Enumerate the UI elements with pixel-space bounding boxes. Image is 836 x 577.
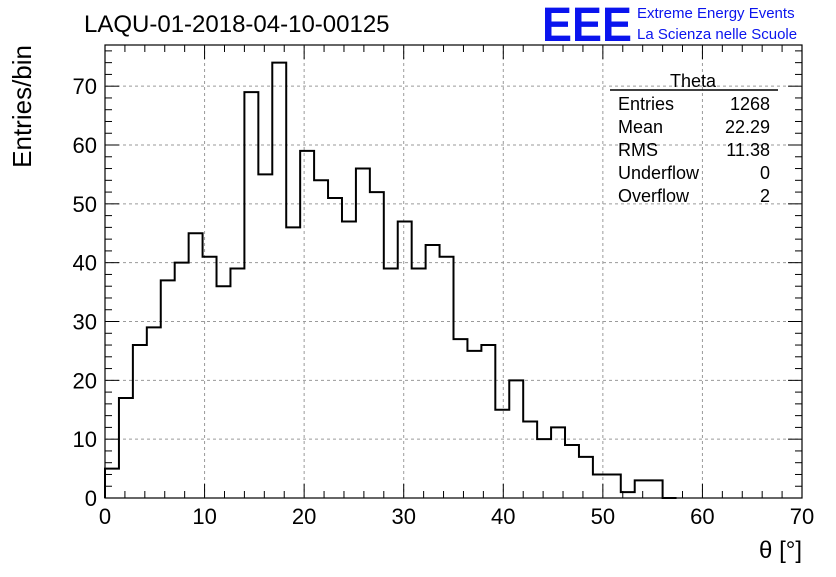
stats-value: 11.38: [726, 140, 770, 160]
y-tick-label: 50: [73, 192, 97, 217]
histogram-bin: [635, 480, 649, 498]
x-axis-label: θ [°]: [759, 537, 802, 564]
histogram-bin: [147, 327, 161, 498]
histogram-bin: [370, 192, 384, 498]
histogram-bin: [314, 180, 328, 498]
histogram-bin: [649, 480, 663, 498]
plot-frame: [104, 44, 803, 499]
histogram-bin: [105, 469, 119, 498]
stats-label: Entries: [618, 94, 674, 114]
y-tick-label: 70: [73, 74, 97, 99]
x-tick-label: 40: [491, 504, 515, 529]
stats-label: RMS: [618, 140, 658, 160]
histogram-bin: [593, 474, 607, 498]
histogram-bin: [286, 227, 300, 498]
histogram-bin: [230, 269, 244, 498]
x-tick-label: 30: [391, 504, 415, 529]
x-tick-labels: 0 10 20 30 40 50 60 70: [99, 504, 814, 529]
axis-ticks: [104, 45, 803, 499]
histogram-bin: [356, 169, 370, 498]
stats-label: Overflow: [618, 186, 690, 206]
histogram-outline: [104, 61, 677, 499]
y-tick-label: 60: [73, 133, 97, 158]
y-tick-label: 20: [73, 368, 97, 393]
histogram-bin: [467, 351, 481, 498]
eee-logo: EEE: [542, 0, 632, 52]
stats-value: 2: [760, 186, 770, 206]
stats-title: Theta: [670, 71, 717, 91]
x-tick-label: 10: [192, 504, 216, 529]
histogram-bin: [481, 345, 495, 498]
histogram-bin: [244, 92, 258, 498]
histogram-bin: [523, 422, 537, 498]
histogram-bins: [105, 63, 663, 498]
stats-box: Theta Entries 1268 Mean 22.29 RMS 11.38 Underf…: [610, 71, 778, 206]
stats-label: Mean: [618, 117, 663, 137]
histogram-bin: [426, 245, 440, 498]
histogram-bin: [175, 263, 189, 498]
stats-value: 1268: [730, 94, 770, 114]
histogram-bin: [161, 280, 175, 498]
histogram-bin: [300, 151, 314, 498]
histogram-bin: [551, 427, 565, 498]
histogram-bin: [412, 269, 426, 498]
x-tick-label: 20: [292, 504, 316, 529]
stats-value: 0: [760, 163, 770, 183]
histogram-bin: [258, 174, 272, 498]
histogram-bin: [189, 233, 203, 498]
y-axis-label: Entries/bin: [7, 45, 37, 168]
stats-value: 22.29: [725, 117, 770, 137]
histogram-bin: [537, 439, 551, 498]
histogram-bin: [440, 257, 454, 498]
histogram-bin: [579, 457, 593, 498]
histogram-bin: [454, 339, 468, 498]
histogram-bin: [272, 63, 286, 498]
x-tick-label: 50: [591, 504, 615, 529]
y-tick-labels: 0 10 20 30 40 50 60 70: [73, 74, 97, 511]
org-name-line2: La Scienza nelle Scuole: [637, 26, 797, 43]
histogram-bin: [133, 345, 147, 498]
x-tick-label: 60: [690, 504, 714, 529]
org-name-line1: Extreme Energy Events: [637, 5, 795, 22]
x-tick-label: 70: [790, 504, 814, 529]
histogram-bin: [607, 474, 621, 498]
stats-label: Underflow: [618, 163, 700, 183]
run-title: LAQU-01-2018-04-10-00125: [84, 11, 390, 38]
histogram-bin: [328, 198, 342, 498]
y-tick-label: 40: [73, 251, 97, 276]
histogram-bin: [384, 269, 398, 498]
x-tick-label: 0: [99, 504, 111, 529]
histogram-bin: [495, 410, 509, 498]
y-tick-label: 0: [85, 486, 97, 511]
y-tick-label: 30: [73, 310, 97, 335]
histogram-bin: [119, 398, 133, 498]
histogram-bin: [217, 286, 231, 498]
histogram-bin: [565, 445, 579, 498]
y-tick-label: 10: [73, 427, 97, 452]
